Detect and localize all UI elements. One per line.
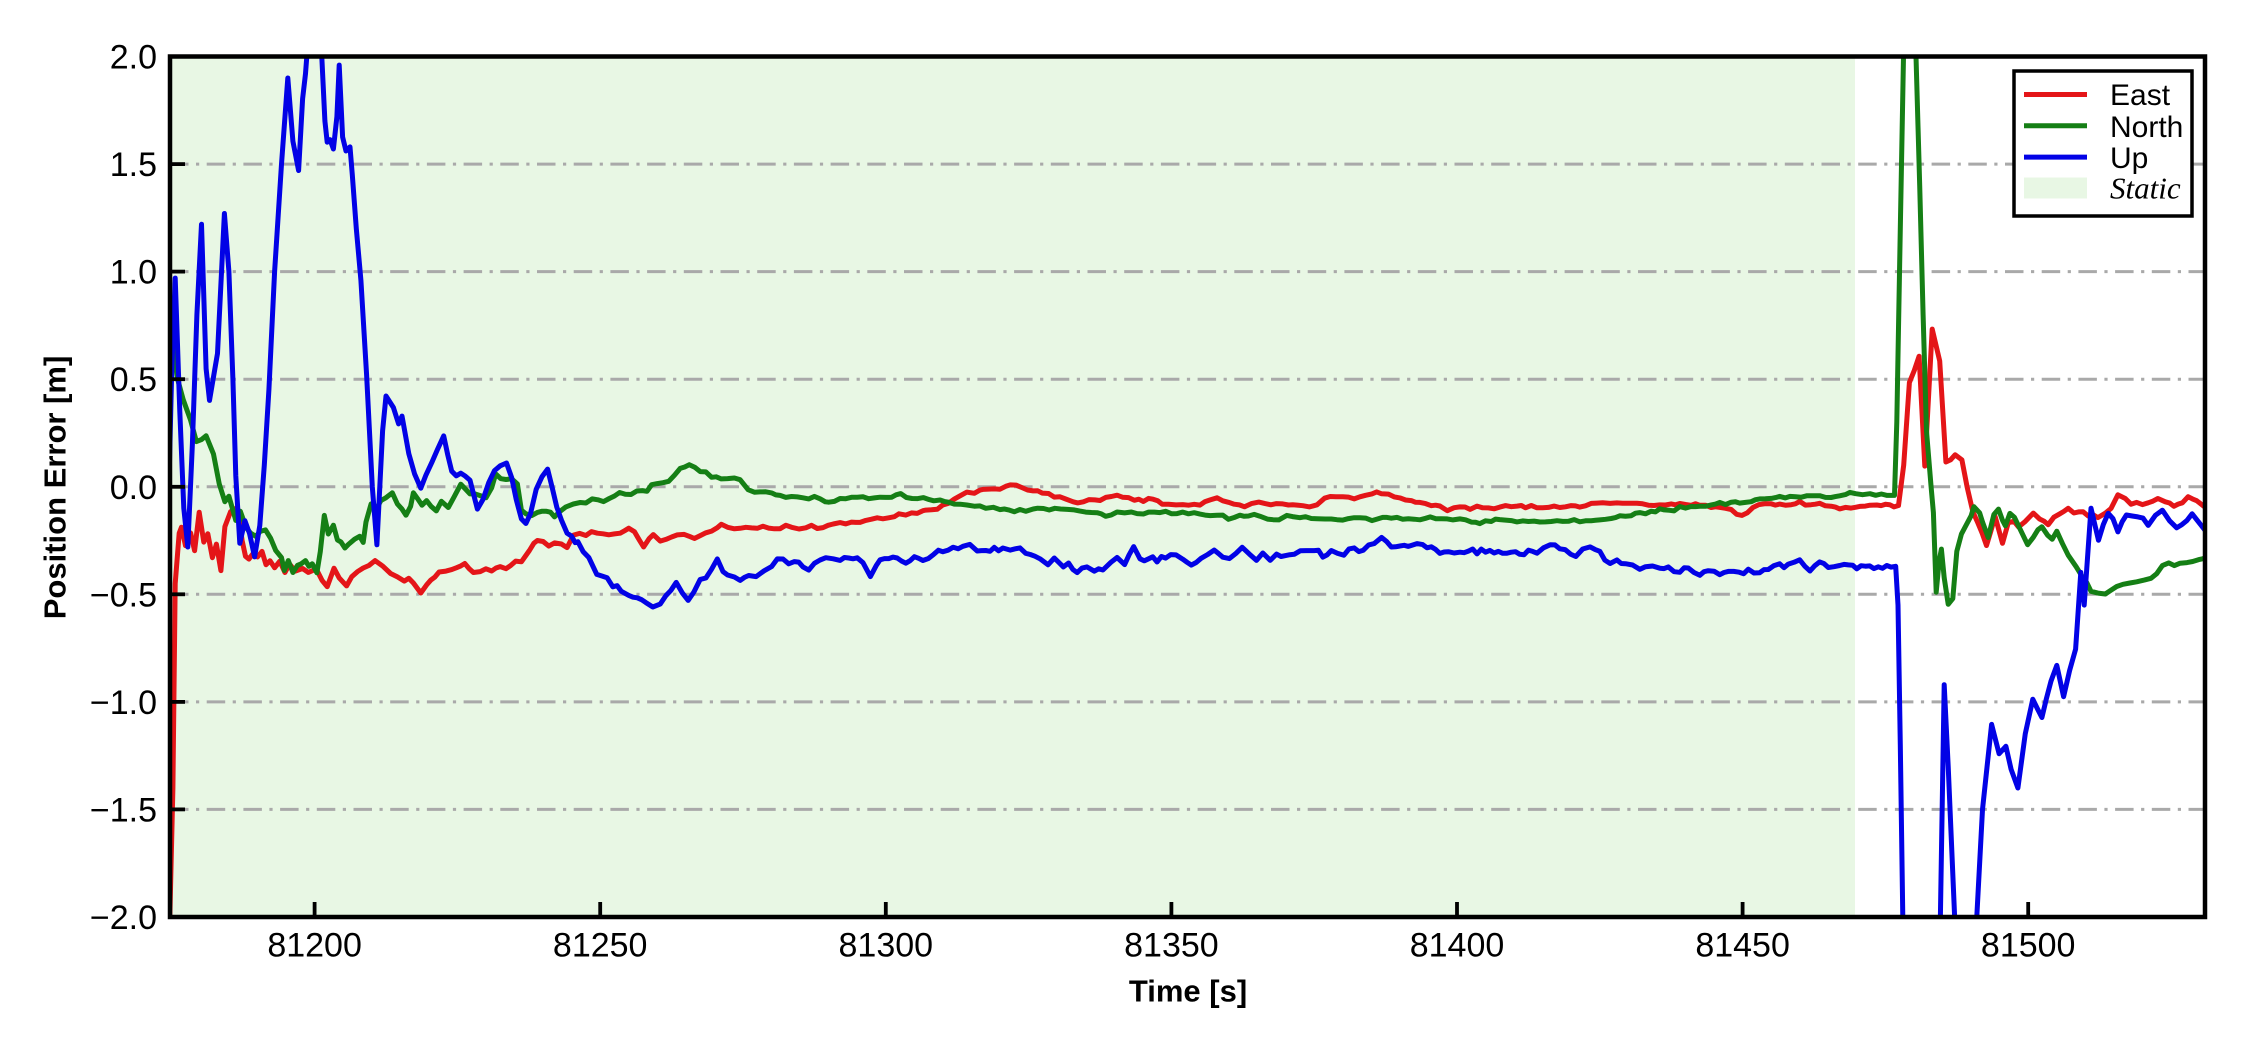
svg-text:1.0: 1.0: [110, 254, 157, 292]
svg-text:Static: Static: [2110, 170, 2181, 205]
svg-text:−0.5: −0.5: [90, 576, 157, 614]
svg-text:0.0: 0.0: [110, 469, 157, 507]
svg-text:Up: Up: [2110, 142, 2148, 175]
svg-text:81200: 81200: [267, 927, 362, 965]
svg-text:1.5: 1.5: [110, 146, 157, 184]
svg-text:81500: 81500: [1981, 927, 2076, 965]
svg-text:East: East: [2110, 79, 2171, 112]
svg-text:−1.5: −1.5: [90, 791, 157, 829]
svg-text:−1.0: −1.0: [90, 684, 157, 722]
svg-text:81250: 81250: [553, 927, 648, 965]
svg-text:0.5: 0.5: [110, 361, 157, 399]
svg-text:81450: 81450: [1695, 927, 1790, 965]
svg-text:Position Error [m]: Position Error [m]: [38, 356, 73, 620]
svg-text:North: North: [2110, 111, 2183, 144]
svg-text:81300: 81300: [839, 927, 934, 965]
svg-text:−2.0: −2.0: [90, 899, 157, 937]
svg-text:Time [s]: Time [s]: [1129, 974, 1247, 1009]
svg-text:81350: 81350: [1124, 927, 1219, 965]
svg-text:81400: 81400: [1410, 927, 1505, 965]
svg-text:2.0: 2.0: [110, 39, 157, 77]
